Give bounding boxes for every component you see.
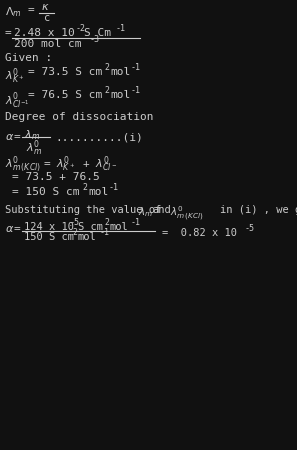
Text: -3: -3 (90, 35, 100, 44)
Text: =: = (14, 132, 21, 142)
Text: $\alpha$: $\alpha$ (5, 132, 14, 142)
Text: $\lambda_m$: $\lambda_m$ (138, 205, 153, 219)
Text: 124 x 10: 124 x 10 (24, 222, 74, 232)
Text: = 150 S cm: = 150 S cm (12, 187, 80, 197)
Text: -1: -1 (131, 86, 141, 95)
Text: mol: mol (110, 222, 129, 232)
Text: =: = (14, 224, 21, 234)
Text: 150 S cm: 150 S cm (24, 232, 74, 242)
Text: mol: mol (110, 67, 130, 77)
Text: -2: -2 (76, 24, 86, 33)
Text: in (i) , we get: in (i) , we get (220, 205, 297, 215)
Text: =: = (5, 28, 12, 38)
Text: $\lambda_m$: $\lambda_m$ (24, 128, 40, 142)
Text: and: and (152, 205, 171, 215)
Text: = 76.5 S cm: = 76.5 S cm (28, 90, 102, 100)
Text: Given :: Given : (5, 53, 52, 63)
Text: = 73.5 S cm: = 73.5 S cm (28, 67, 102, 77)
Text: Degree of dissociation: Degree of dissociation (5, 112, 154, 122)
Text: $\kappa$: $\kappa$ (41, 2, 50, 12)
Text: ..........(i): ..........(i) (55, 132, 143, 142)
Text: 2.48 x 10: 2.48 x 10 (14, 28, 75, 38)
Text: S cm: S cm (78, 222, 103, 232)
Text: =: = (28, 5, 35, 15)
Text: $\lambda^0_m$: $\lambda^0_m$ (26, 138, 42, 158)
Text: $\lambda^0_{Cl^{-1}}$: $\lambda^0_{Cl^{-1}}$ (5, 90, 30, 111)
Text: = $\lambda^0_{K^+}$ + $\lambda^0_{Cl^-}$: = $\lambda^0_{K^+}$ + $\lambda^0_{Cl^-}$ (43, 155, 118, 175)
Text: 2: 2 (104, 86, 109, 95)
Text: mol: mol (110, 90, 130, 100)
Text: -1: -1 (131, 218, 141, 227)
Text: 2: 2 (72, 228, 77, 237)
Text: -1: -1 (131, 63, 141, 72)
Text: = 73.5 + 76.5: = 73.5 + 76.5 (12, 172, 100, 182)
Text: 200 mol cm: 200 mol cm (14, 39, 81, 49)
Text: -1: -1 (100, 228, 110, 237)
Text: $\Lambda_m$: $\Lambda_m$ (5, 5, 22, 19)
Text: -1: -1 (116, 24, 126, 33)
Text: S Cm: S Cm (84, 28, 111, 38)
Text: -5: -5 (70, 218, 80, 227)
Text: 2: 2 (104, 63, 109, 72)
Text: $\lambda^0_{K^+}$: $\lambda^0_{K^+}$ (5, 67, 25, 87)
Text: -1: -1 (109, 183, 119, 192)
Text: mol: mol (78, 232, 97, 242)
Text: $\lambda^0_{m\,(KCl)}$: $\lambda^0_{m\,(KCl)}$ (170, 205, 204, 223)
Text: -5: -5 (245, 224, 255, 233)
Text: 2: 2 (104, 218, 109, 227)
Text: Substituting the value of: Substituting the value of (5, 205, 168, 215)
Text: c: c (44, 13, 50, 23)
Text: 2: 2 (82, 183, 87, 192)
Text: $\alpha$: $\alpha$ (5, 224, 14, 234)
Text: $\lambda^0_{m\,(KCl)}$: $\lambda^0_{m\,(KCl)}$ (5, 155, 41, 175)
Text: mol: mol (88, 187, 108, 197)
Text: =  0.82 x 10: = 0.82 x 10 (162, 228, 237, 238)
